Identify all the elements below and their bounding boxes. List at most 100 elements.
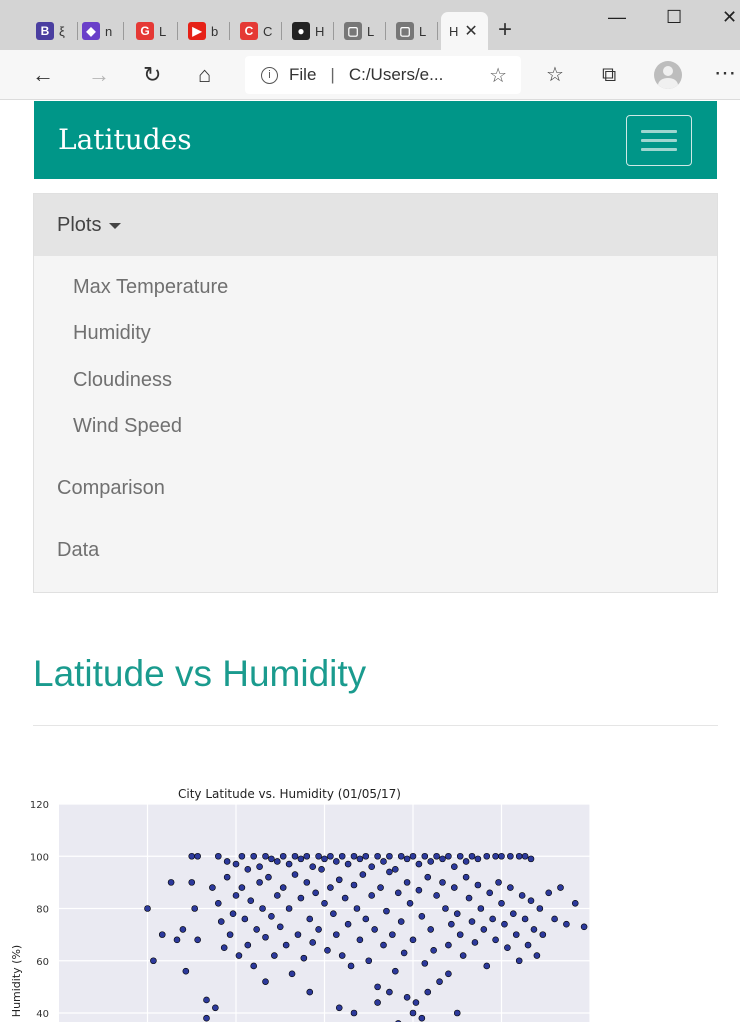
plots-label-wrap: Plots: [57, 214, 122, 237]
data-point: [223, 858, 231, 865]
submenu-item-wind-speed[interactable]: Wind Speed: [73, 415, 182, 437]
data-point: [403, 855, 411, 863]
data-point: [315, 852, 322, 860]
tab-separator: [229, 22, 230, 40]
address-bar[interactable]: i File | C:/Users/e... ☆: [245, 56, 521, 94]
data-point: [297, 855, 305, 863]
tab-separator: [77, 22, 78, 40]
data-point: [450, 884, 458, 891]
favorites-list-icon[interactable]: ☆: [546, 64, 564, 86]
data-point: [217, 918, 225, 925]
new-tab-button[interactable]: +: [498, 16, 513, 43]
tab-favicon-icon: C: [240, 22, 258, 40]
tab-title: ξ: [59, 23, 65, 39]
data-point: [344, 860, 352, 868]
back-icon[interactable]: ←: [32, 62, 54, 87]
data-point: [498, 852, 505, 860]
close-window-icon[interactable]: ✕: [722, 7, 738, 27]
info-icon[interactable]: i: [261, 66, 278, 84]
data-point: [368, 863, 376, 870]
data-point: [380, 858, 387, 865]
data-point: [459, 952, 467, 959]
browser-tab[interactable]: ▢ L: [336, 12, 386, 50]
data-point: [400, 949, 408, 957]
data-point: [303, 879, 311, 886]
maximize-icon[interactable]: ☐: [666, 7, 683, 27]
submenu-item-humidity[interactable]: Humidity: [73, 322, 151, 344]
data-point: [474, 855, 482, 863]
data-point: [530, 926, 538, 933]
data-point: [571, 899, 579, 907]
more-menu-icon[interactable]: ⋯: [714, 60, 736, 85]
data-point: [362, 915, 370, 923]
data-point: [285, 860, 293, 868]
data-point: [285, 905, 293, 912]
data-point: [557, 884, 564, 891]
tab-title: C: [263, 23, 273, 39]
data-point: [448, 920, 455, 928]
plots-label: Plots: [57, 214, 102, 236]
data-point: [194, 936, 201, 944]
data-point: [300, 954, 308, 962]
data-point: [483, 962, 491, 970]
data-point: [492, 852, 499, 860]
data-point: [380, 941, 387, 949]
data-point: [409, 936, 417, 944]
data-point: [406, 899, 414, 907]
navbar-toggle-button[interactable]: [626, 115, 692, 166]
chart-root: 40 60 80 100 120 City Latitude vs. Humidity (…: [10, 787, 591, 1022]
submenu-item-cloudiness[interactable]: Cloudiness: [73, 369, 172, 391]
data-point: [232, 892, 240, 899]
home-icon[interactable]: ⌂: [198, 62, 212, 87]
data-point: [421, 960, 429, 967]
data-point: [359, 871, 367, 878]
humidity-scatter-chart: 40 60 80 100 120 City Latitude vs. Humidity (…: [10, 787, 591, 1022]
submenu-item-max-temperature[interactable]: Max Temperature: [73, 276, 229, 298]
data-point: [374, 852, 381, 860]
data-point: [306, 915, 314, 923]
data-point: [403, 994, 411, 1001]
data-point: [256, 863, 263, 870]
data-point: [394, 889, 402, 897]
browser-tab[interactable]: ◆ n: [74, 12, 124, 50]
data-point: [539, 931, 547, 938]
data-point: [194, 852, 201, 860]
data-point: [383, 907, 390, 915]
plots-dropdown-toggle[interactable]: Plots: [34, 194, 717, 256]
minimize-icon[interactable]: —: [608, 7, 626, 27]
tab-separator: [177, 22, 178, 40]
site-brand[interactable]: Latitudes: [58, 123, 192, 156]
forward-icon[interactable]: →: [88, 62, 110, 87]
close-tab-icon[interactable]: ✕: [464, 23, 478, 40]
tab-active[interactable]: H ✕: [441, 12, 488, 50]
browser-tab[interactable]: ▶ b: [180, 12, 230, 50]
data-point: [191, 905, 198, 912]
data-point: [144, 905, 151, 912]
data-point: [445, 852, 452, 860]
data-point: [273, 858, 281, 865]
favorite-star-icon[interactable]: ☆: [489, 64, 507, 87]
profile-avatar[interactable]: [654, 61, 682, 89]
data-point: [521, 915, 529, 923]
data-point: [391, 866, 399, 873]
data-point: [259, 905, 266, 912]
data-point: [321, 855, 328, 863]
tab-separator: [437, 22, 438, 40]
data-point: [253, 926, 260, 933]
data-point: [273, 892, 281, 899]
data-point: [453, 910, 461, 918]
refresh-icon[interactable]: ↻: [143, 62, 162, 87]
browser-tab[interactable]: ● H: [284, 12, 334, 50]
menu-item-data[interactable]: Data: [57, 539, 100, 561]
collections-icon[interactable]: ⧉: [602, 64, 617, 86]
data-point: [297, 894, 305, 902]
browser-tab[interactable]: ▢ L: [388, 12, 438, 50]
menu-item-comparison[interactable]: Comparison: [57, 477, 165, 499]
tab-favicon-icon: G: [136, 22, 154, 40]
data-point: [338, 952, 346, 959]
data-point: [341, 894, 349, 902]
data-point: [215, 899, 222, 907]
